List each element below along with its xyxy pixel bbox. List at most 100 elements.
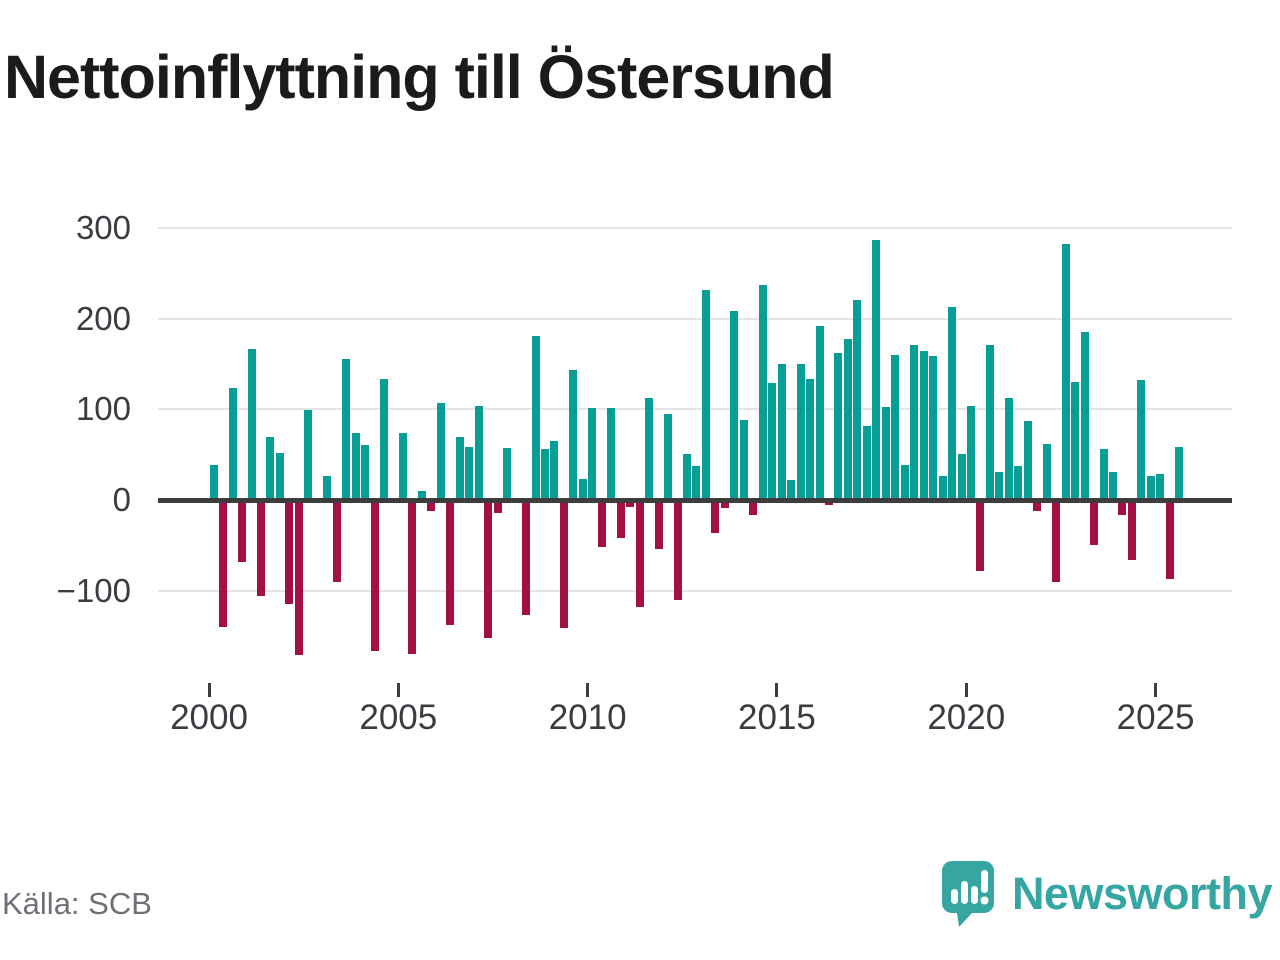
x-axis-label-2020: 2020 [927,698,1006,737]
bar-2016-q3 [834,353,843,500]
bar-2022-q3 [1061,244,1070,500]
bar-2005-q3 [417,490,426,500]
bar-2023-q3 [1099,449,1108,500]
bar-2009-q2 [559,500,568,628]
bar-2005-q4 [427,500,436,511]
bar-2000-q1 [209,464,218,500]
bar-2016-q2 [824,500,833,506]
bar-2016-q1 [815,325,824,500]
newsworthy-wordmark: Newsworthy [1011,868,1273,919]
bar-2004-q3 [380,379,389,500]
bar-2009-q3 [569,370,578,500]
x-axis-tick-2015 [775,683,779,697]
bar-2012-q1 [664,413,673,500]
y-axis-label--100: −100 [56,571,131,609]
gridline-y-200 [158,317,1232,320]
x-axis-label-2025: 2025 [1116,698,1195,737]
bar-2021-q2 [1014,465,1023,500]
bar-2023-q2 [1090,500,1099,546]
bar-2022-q2 [1052,500,1061,582]
x-axis-tick-2010 [586,683,590,697]
bar-2024-q2 [1127,500,1136,560]
bar-2007-q3 [493,500,502,513]
bar-2017-q1 [853,299,862,500]
bar-2010-q1 [588,408,597,500]
bar-2013-q4 [730,311,739,500]
bar-2006-q4 [465,447,474,500]
bar-2007-q2 [484,500,493,638]
bar-2018-q4 [919,351,928,500]
x-axis-tick-2000 [207,683,211,697]
bar-2018-q1 [891,354,900,500]
x-axis-label-2015: 2015 [738,698,816,737]
bar-2001-q4 [275,452,284,500]
newsworthy-logo: Newsworthy [940,856,1273,932]
bar-2010-q4 [616,500,625,539]
bar-2023-q1 [1080,332,1089,500]
zero-baseline [158,497,1232,503]
bar-2005-q2 [408,500,417,655]
bar-2012-q2 [673,500,682,600]
bar-2009-q1 [550,441,559,500]
bar-2020-q1 [966,405,975,500]
bar-2002-q2 [294,500,303,656]
bar-2020-q3 [985,344,994,500]
source-note: Källa: SCB [2,886,152,921]
newsworthy-speech-bubble-chart-icon [940,859,996,929]
bar-2019-q2 [938,475,947,500]
bar-2017-q2 [862,425,871,500]
bar-2015-q1 [777,363,786,500]
gridline-y-300 [158,226,1232,229]
bar-2013-q2 [711,500,720,533]
bar-2008-q3 [531,335,540,500]
x-axis-tick-2020 [964,683,968,697]
bar-2019-q1 [929,355,938,500]
y-axis-label-300: 300 [75,208,131,246]
bar-2002-q3 [304,410,313,500]
bar-2007-q1 [474,405,483,500]
bar-2000-q3 [228,388,237,500]
bar-2003-q1 [323,476,332,500]
bar-2015-q4 [806,379,815,500]
bar-2014-q4 [768,382,777,500]
bar-2004-q1 [361,444,370,500]
gridline-y-100 [158,408,1232,411]
x-axis-label-2010: 2010 [548,698,627,737]
bar-2018-q3 [910,344,919,500]
bar-2008-q4 [541,449,549,500]
bar-2019-q4 [957,453,966,500]
bar-2009-q4 [578,479,587,500]
bar-2022-q1 [1042,443,1051,500]
bar-2005-q1 [399,432,408,500]
bar-2021-q1 [1004,397,1013,500]
bar-2024-q1 [1118,500,1127,516]
bar-2025-q3 [1175,447,1184,500]
bar-2003-q4 [351,432,360,500]
bar-2011-q1 [626,500,635,508]
bar-2000-q4 [238,500,247,562]
bar-2006-q2 [446,500,455,626]
bar-2002-q1 [285,500,294,605]
bar-2001-q2 [257,500,266,597]
bar-2000-q2 [219,500,228,627]
bar-2013-q3 [720,500,729,509]
bar-2003-q2 [332,500,341,582]
bar-2019-q3 [948,306,957,500]
bar-2024-q3 [1137,380,1146,500]
bar-2010-q2 [597,500,606,548]
bar-2001-q1 [247,349,256,500]
bar-2014-q2 [749,500,758,515]
y-axis-label-100: 100 [75,390,131,428]
bar-2020-q4 [995,471,1004,500]
bar-2011-q2 [635,500,644,608]
bar-2021-q4 [1033,500,1042,511]
bar-2024-q4 [1146,476,1155,500]
bar-2022-q4 [1071,382,1080,500]
bar-2012-q4 [692,466,701,500]
bar-2014-q3 [758,285,767,500]
bar-2025-q1 [1156,473,1165,500]
bar-2006-q3 [455,436,464,500]
bar-2007-q4 [503,448,512,500]
x-axis-label-2005: 2005 [359,698,438,737]
